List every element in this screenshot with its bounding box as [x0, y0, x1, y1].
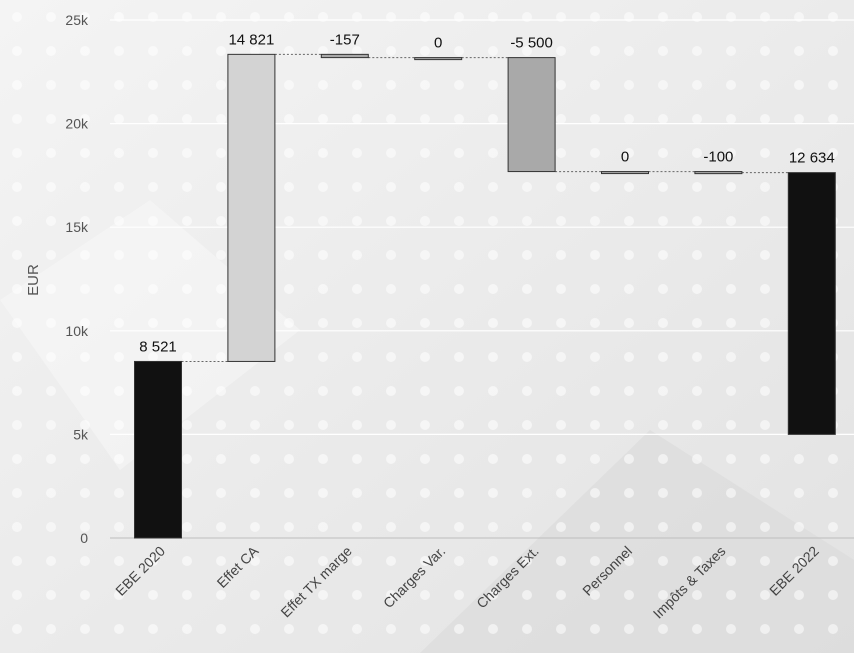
data-label: 12 634	[789, 150, 835, 167]
data-label: -100	[703, 149, 733, 166]
bar-decrease	[414, 57, 463, 61]
bar-decrease	[601, 171, 649, 175]
data-label: -5 500	[510, 35, 553, 52]
bar-increase	[227, 53, 276, 362]
label-layer: 8 521 14 821 -157 0 -5 500 0 -100 12 634	[139, 31, 835, 355]
data-label: 8 521	[139, 338, 177, 355]
bar-decrease	[320, 53, 369, 59]
y-tick-label: 10k	[65, 323, 89, 339]
data-label: 14 821	[228, 31, 274, 48]
y-tick-label: 5k	[73, 426, 89, 442]
y-tick-label: 20k	[65, 116, 89, 132]
bar-total	[787, 172, 836, 435]
y-tick-label: 25k	[65, 12, 89, 28]
y-tick-label: 0	[80, 530, 88, 546]
bar-layer	[134, 53, 836, 539]
y-axis-title: EUR	[25, 264, 42, 296]
bar-decrease	[694, 171, 743, 175]
bar-decrease	[507, 57, 556, 173]
data-label: 0	[434, 35, 442, 52]
y-tick-label: 15k	[65, 219, 89, 235]
data-label: -157	[330, 31, 360, 48]
data-label: 0	[621, 149, 629, 166]
bar-total	[134, 360, 182, 539]
